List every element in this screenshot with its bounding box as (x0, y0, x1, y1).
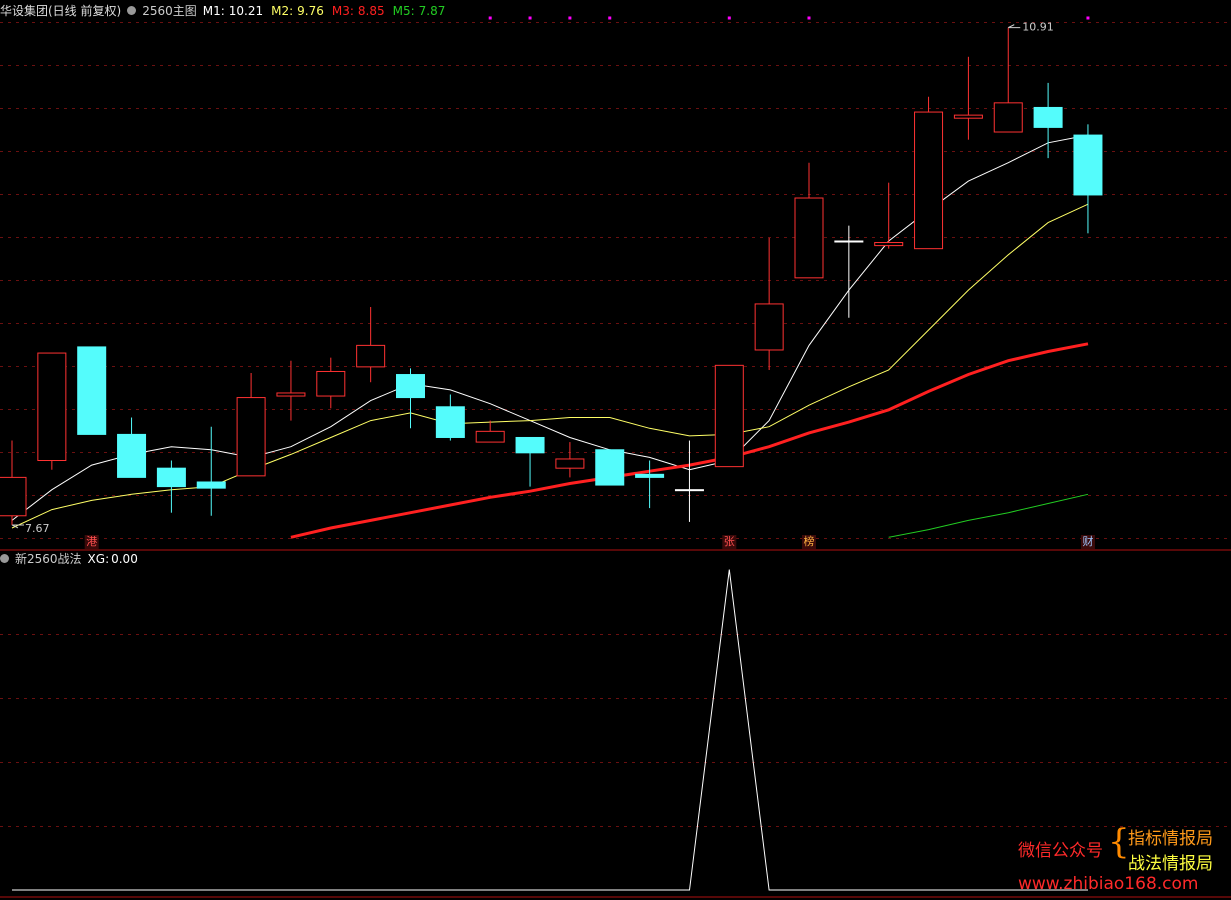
candle-body (117, 433, 147, 478)
candle-body (396, 374, 425, 399)
tag-label: 张 (724, 535, 735, 548)
candle-body (316, 370, 346, 397)
brace: { (1108, 822, 1130, 862)
sub-header: 新2560战法 XG: 0.00 (0, 550, 138, 568)
stock-title: 华设集团(日线 前复权) (0, 4, 122, 18)
tag-box (84, 535, 99, 549)
ma-line (888, 493, 1089, 538)
signal-dot (727, 16, 731, 20)
signal-dot (1086, 16, 1090, 20)
legend-name: M2: (271, 4, 294, 18)
signal-dot (807, 16, 811, 20)
candle-body (0, 476, 27, 517)
tag-label: 榜 (804, 534, 815, 548)
legend-value: 0.00 (111, 552, 138, 566)
legend-item: M3: 8.85 (332, 2, 385, 20)
legend-name: M5: (392, 4, 415, 18)
candle-body (595, 449, 625, 486)
candle-body (515, 436, 545, 454)
candle-body (1073, 134, 1103, 196)
candle-body (156, 467, 186, 488)
candle-body (794, 197, 824, 279)
candle-body (276, 392, 306, 397)
candle-body (993, 102, 1023, 133)
watermark-line: 战法情报局 (1128, 854, 1213, 874)
candle-body (874, 242, 904, 247)
legend-name: M1: (202, 4, 225, 18)
candle-body (1033, 106, 1063, 128)
candle-body (714, 364, 744, 468)
indicator-name: 新2560战法 (15, 552, 82, 566)
watermark-label: 微信公众号 (1018, 841, 1103, 861)
candle-body (356, 344, 386, 368)
candle-body (674, 489, 704, 492)
signal-dot (528, 16, 532, 20)
ma-line (11, 203, 1089, 529)
ma-line (11, 134, 1089, 521)
watermark-line: 指标情报局 (1128, 829, 1213, 849)
signal-dot (608, 16, 612, 20)
legend-item: M5: 7.87 (393, 2, 446, 20)
max-label: 10.91 (1022, 21, 1054, 34)
grid (0, 634, 1231, 834)
candle-body (953, 114, 983, 119)
min-label: 7.67 (25, 522, 50, 535)
candle-body (435, 406, 465, 438)
candle-body (236, 397, 266, 477)
candle-body (754, 303, 784, 351)
candle-body (635, 473, 665, 478)
legend-name: M3: (331, 4, 354, 18)
signal-dot (568, 16, 572, 20)
tag-label: 港 (86, 535, 97, 548)
tag-box (722, 535, 737, 549)
signal-dot (488, 16, 492, 20)
candle-body (475, 430, 505, 443)
legend-value: 9.76 (297, 4, 324, 18)
ma-line (12, 569, 1088, 891)
main-header: 华设集团(日线 前复权) 2560主图 M1: 10.21 M2: 9.76 M3: 8.… (0, 2, 445, 20)
candle-body (834, 240, 864, 243)
toggle[interactable] (0, 554, 9, 563)
candle-body (555, 458, 585, 469)
legend: M1: 10.21 M2: 9.76 M3: 8.85 M5: 7.87 (203, 2, 446, 20)
tag-label: 财 (1082, 534, 1093, 548)
legend-item: M1: 10.21 (203, 2, 263, 20)
toggle[interactable] (127, 6, 137, 15)
watermark-url: www.zhibiao168.com (1018, 874, 1199, 894)
legend-value: 8.85 (357, 4, 385, 18)
candle-body (37, 352, 67, 462)
legend-item: M2: 9.76 (271, 2, 324, 20)
legend-name: XG: (87, 552, 110, 566)
candle-body (196, 481, 226, 489)
legend-value: 10.21 (228, 4, 264, 18)
pointer (11, 524, 24, 529)
indicator-name: 2560主图 (142, 4, 197, 18)
candle-body (914, 111, 944, 250)
tag-box (802, 535, 816, 549)
pointer (1008, 24, 1021, 29)
candle-body (77, 346, 107, 435)
tag-box (1080, 535, 1095, 549)
legend-value: 7.87 (418, 4, 446, 18)
